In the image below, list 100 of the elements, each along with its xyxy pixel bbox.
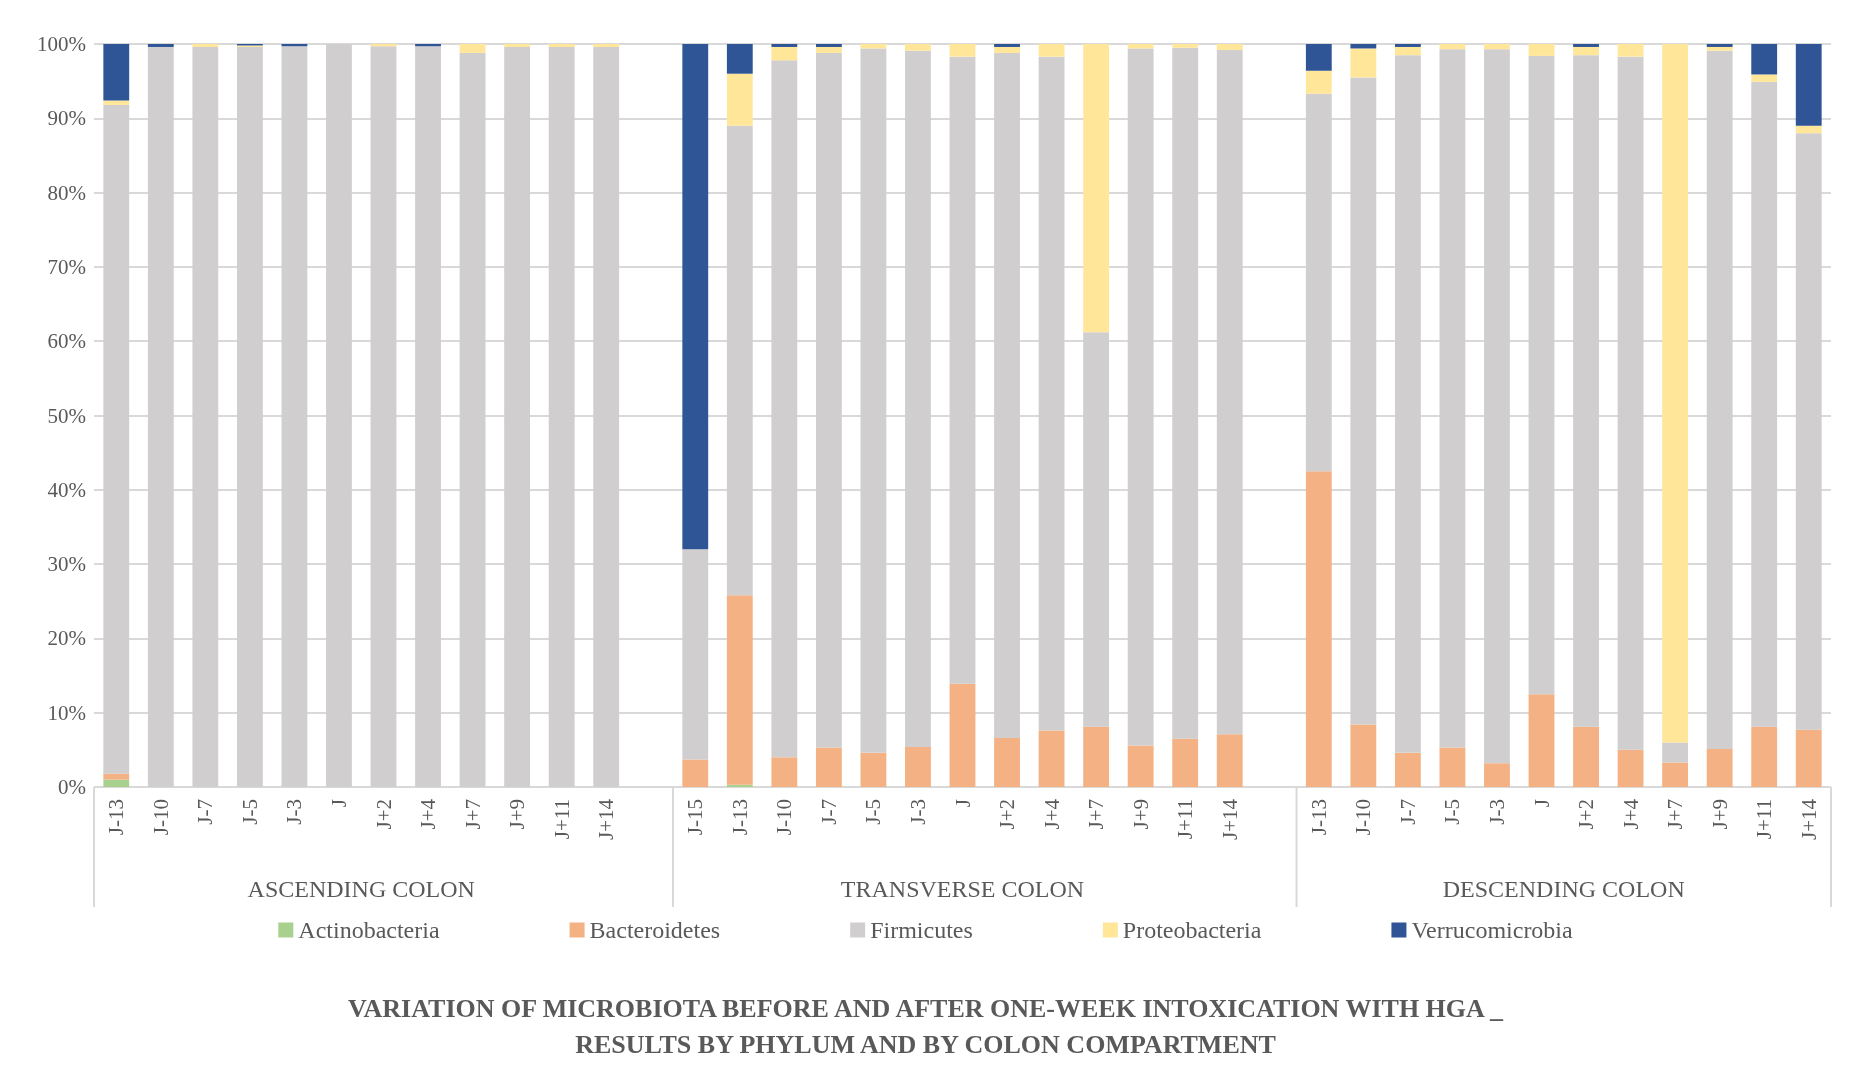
x-tick-label: J+4 — [416, 798, 441, 830]
bar — [1662, 742, 1689, 763]
x-tick-label: J-15 — [683, 799, 708, 836]
x-tick-label: J+4 — [1039, 798, 1064, 830]
bar — [726, 44, 753, 74]
y-tick-label: 100% — [37, 32, 86, 56]
x-tick-label: J — [950, 799, 975, 808]
x-tick-label: J-3 — [1484, 799, 1509, 825]
y-tick-label: 30% — [47, 552, 86, 577]
bar — [815, 747, 842, 787]
x-tick-label: J+2 — [1574, 799, 1599, 830]
x-tick-label: J+7 — [1663, 799, 1688, 830]
bar — [1083, 726, 1110, 787]
bar — [1795, 125, 1822, 134]
x-tick-label: J-13 — [104, 799, 129, 836]
bar — [1706, 44, 1733, 47]
bar — [1350, 724, 1377, 787]
bar — [682, 44, 709, 550]
text: DESCENDING COLON — [1442, 876, 1685, 902]
bar — [1083, 44, 1110, 333]
x-tick-label: J+11 — [1752, 799, 1777, 840]
legend-label: Bacteroidetes — [589, 917, 721, 943]
bar — [1528, 44, 1555, 56]
y-tick-label: 10% — [47, 700, 86, 725]
bar — [1662, 44, 1689, 743]
bar — [147, 44, 174, 47]
bar — [103, 773, 130, 780]
legend-label: Firmicutes — [870, 917, 973, 943]
bar — [1573, 44, 1599, 47]
bar — [548, 44, 575, 47]
x-tick-label: J+14 — [1217, 798, 1242, 841]
bar — [1617, 749, 1644, 787]
text: VARIATION OF MICROBIOTA BEFORE AND AFTER ONE-WEEK INTOXICATION WITH HGA _ RESULTS BY PHYLUM AND BY COLON COMPARTMENT — [348, 993, 1504, 1059]
bar — [1172, 738, 1199, 787]
x-tick-label: J+7 — [460, 799, 485, 830]
x-tick-label: J+7 — [1084, 799, 1109, 830]
y-tick-label: 60% — [47, 329, 86, 354]
bar — [459, 44, 486, 53]
bar — [771, 757, 798, 787]
x-tick-label: J-13 — [727, 799, 752, 836]
x-tick-label: J+9 — [1128, 799, 1153, 830]
bar — [1038, 730, 1065, 787]
y-tick-label: 40% — [47, 477, 86, 502]
bar — [103, 44, 130, 101]
bar — [1751, 74, 1778, 82]
bar — [1439, 44, 1466, 50]
y-tick-label: 50% — [47, 403, 86, 428]
bar — [1795, 44, 1822, 126]
bar — [192, 44, 219, 47]
y-tick-label: 80% — [47, 180, 86, 205]
bar — [815, 44, 842, 47]
bar — [726, 595, 753, 785]
y-tick-label: 90% — [47, 106, 86, 131]
bar — [726, 784, 753, 787]
bar — [1751, 726, 1778, 787]
bar — [1305, 471, 1332, 787]
x-tick-label: J+2 — [371, 799, 396, 830]
bar — [860, 752, 887, 787]
x-tick-label: J-7 — [193, 799, 218, 825]
bar — [682, 759, 709, 787]
x-tick-label: J+4 — [1618, 798, 1643, 830]
bar — [994, 46, 1020, 53]
bar — [1617, 44, 1644, 57]
legend-label: Proteobacteria — [1122, 917, 1262, 943]
bar — [1127, 44, 1154, 49]
x-tick-label: J-10 — [1351, 799, 1376, 836]
bar — [815, 46, 842, 53]
bar — [994, 44, 1020, 47]
bar — [905, 44, 931, 51]
x-tick-label: J-5 — [861, 799, 886, 825]
bar — [1528, 694, 1555, 787]
bar — [1706, 46, 1733, 51]
bar — [1484, 763, 1510, 787]
y-tick-label: 0% — [58, 775, 86, 799]
y-tick-label: 70% — [47, 254, 86, 279]
bar — [103, 100, 130, 105]
x-tick-label: J-10 — [148, 799, 173, 836]
bar — [994, 737, 1020, 787]
x-tick-label: J+14 — [1796, 798, 1821, 841]
bar — [1305, 44, 1332, 71]
bar — [726, 73, 753, 126]
x-tick-label: J+9 — [505, 799, 530, 830]
bar — [103, 779, 130, 787]
x-tick-label: J-13 — [1306, 799, 1331, 836]
bar — [1439, 747, 1466, 787]
bar — [1305, 70, 1332, 94]
bar — [1350, 44, 1377, 49]
x-tick-label: J+14 — [594, 798, 619, 841]
bar — [1573, 46, 1599, 56]
text: TRANSVERSE COLON — [840, 876, 1085, 902]
bar — [504, 44, 531, 47]
bar — [1706, 749, 1733, 787]
bar — [593, 44, 620, 47]
bar — [1216, 44, 1243, 50]
legend-label: Verrucomicrobia — [1411, 917, 1574, 943]
bar — [1172, 44, 1199, 48]
bar — [1394, 46, 1421, 56]
x-tick-label: J+9 — [1707, 799, 1732, 830]
bar — [1484, 44, 1510, 50]
bar — [1350, 48, 1377, 78]
